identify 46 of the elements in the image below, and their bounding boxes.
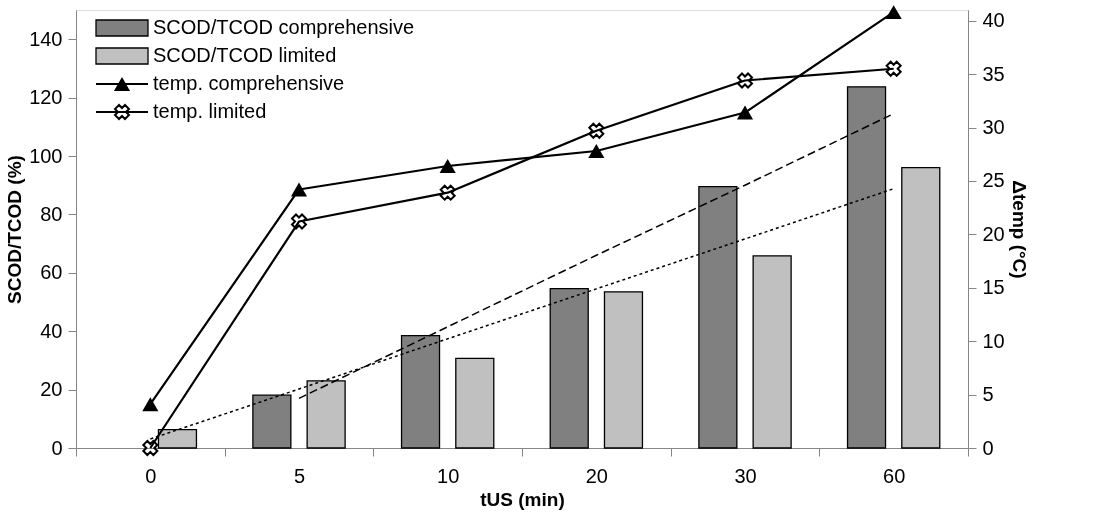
y-tick-label: 20 [40,378,63,401]
point [439,184,456,201]
y2-tick-label: 20 [982,222,1005,245]
y2-tick-label: 5 [982,383,994,406]
y-tick-label: 60 [40,261,63,284]
point [142,440,159,456]
y2-tick-label: 0 [982,436,994,459]
bar [603,291,644,449]
x-tick-label: 30 [734,464,757,487]
x-tick-label: 5 [293,464,306,487]
y-tick-label: 0 [51,436,63,459]
y-tick-label: 100 [29,144,63,167]
legend-label: temp. comprehensive [153,72,345,94]
y2-tick-label: 10 [982,329,1005,352]
point [290,182,308,197]
y-tick-label: 120 [29,86,63,109]
y-axis-title: SCOD/TCOD (%) [4,155,26,304]
x-tick-label: 10 [437,464,460,487]
y2-tick-label: 30 [982,116,1005,139]
bar [455,357,495,449]
point [588,122,605,139]
x-tick-label: 0 [145,464,157,487]
bar [901,167,941,449]
y-tick-label: 140 [29,27,63,50]
point [885,60,902,77]
x-tick-label: 20 [585,464,608,487]
point [291,213,307,230]
point [885,5,902,20]
legend-label: SCOD/TCOD comprehensive [153,16,415,38]
legend-label: temp. limited [153,100,267,122]
y-tick-label: 80 [40,202,63,225]
y2-tick-label: 15 [982,276,1005,299]
y2-axis-title: Δtemp (°C) [1008,180,1030,279]
y2-tick-label: 35 [982,62,1005,85]
x-axis-title: tUS (min) [480,488,565,510]
point [737,72,753,89]
x-tick-label: 60 [883,464,906,487]
point [142,397,159,412]
point [439,158,456,173]
y-tick-label: 40 [40,319,63,342]
y2-tick-label: 40 [982,9,1005,32]
bar [752,255,792,449]
point [588,144,605,158]
y2-tick-label: 25 [982,169,1005,192]
point [736,105,754,120]
legend-label: SCOD/TCOD limited [153,44,337,66]
